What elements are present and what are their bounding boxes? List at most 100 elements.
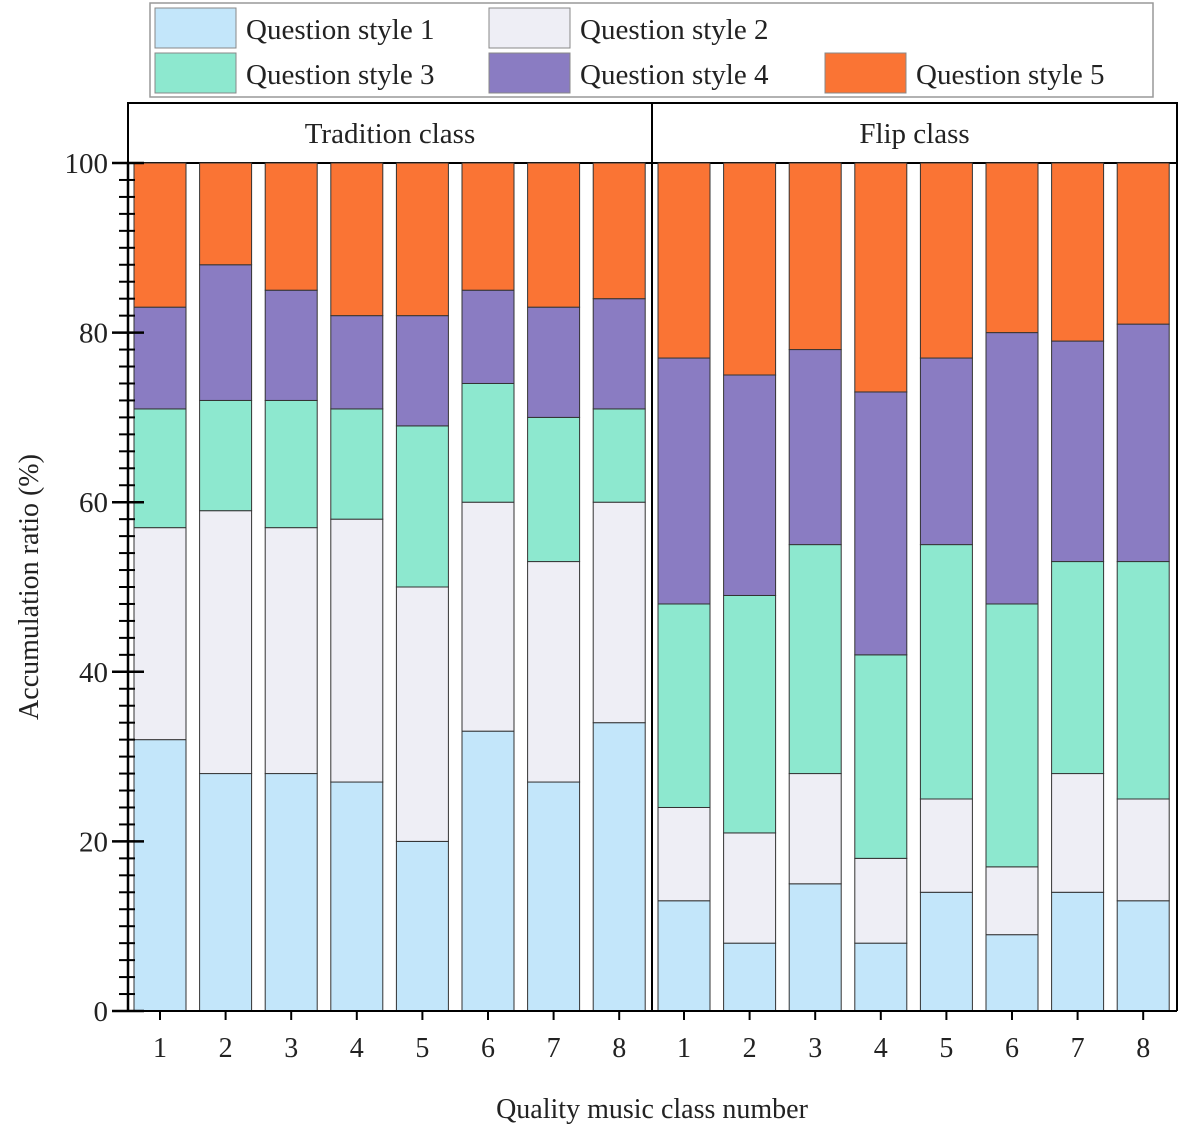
bar-segment	[461, 501, 515, 732]
legend-label: Question style 1	[246, 14, 435, 46]
bar-segment	[133, 408, 187, 529]
bar-segment	[919, 162, 973, 359]
x-tick-label: 6	[481, 1033, 495, 1064]
bar-segment	[1051, 773, 1105, 893]
bar-segment	[985, 866, 1039, 936]
bar-segment	[1116, 798, 1170, 902]
x-tick-label: 5	[415, 1033, 429, 1064]
bar-segment	[199, 162, 253, 266]
bar-segment	[395, 586, 449, 842]
legend-swatch	[488, 7, 571, 49]
legend: Question style 1 Question style 2 Question…	[149, 2, 1154, 98]
bar-segment	[133, 162, 187, 308]
bar-segment	[330, 408, 384, 520]
bar-segment	[1051, 162, 1105, 342]
x-axis-label: Quality music class number	[496, 1094, 809, 1125]
bar-segment	[657, 806, 711, 902]
bar-segment	[657, 162, 711, 359]
panel-title: Tradition class	[305, 118, 476, 150]
bar-segment	[985, 603, 1039, 868]
legend-swatch	[488, 52, 571, 94]
y-tick-label: 40	[79, 657, 108, 689]
bar-segment	[919, 544, 973, 800]
bar-segment	[788, 773, 842, 885]
axes: 0 20 40 60 80 100	[65, 148, 1178, 1028]
bar-segment	[723, 162, 777, 376]
legend-label: Question style 2	[580, 14, 769, 46]
bar-segment	[854, 654, 908, 859]
y-tick-label: 60	[79, 487, 108, 519]
bar-segment	[592, 162, 646, 300]
bar-segment	[395, 315, 449, 427]
x-tick-label: 3	[808, 1033, 822, 1064]
panel-headers: Tradition class Flip class	[127, 102, 1178, 1011]
bar-segment	[854, 391, 908, 656]
x-tick-label: 4	[350, 1033, 364, 1064]
x-tick-label: 2	[219, 1033, 233, 1064]
bar-segment	[1116, 323, 1170, 563]
bar-segment	[788, 349, 842, 546]
panel-title: Flip class	[859, 118, 969, 150]
bar-segment	[527, 416, 581, 563]
x-tick-label: 3	[284, 1033, 298, 1064]
bar-segment	[133, 739, 187, 1012]
bar-segment	[1051, 561, 1105, 775]
x-tick-label: 1	[153, 1033, 167, 1064]
bar-segment	[461, 382, 515, 503]
bar-segment	[264, 162, 318, 291]
bar-segment	[199, 264, 253, 401]
bar-segment	[1116, 900, 1170, 1012]
y-tick-label: 100	[65, 148, 109, 180]
bar-segment	[723, 832, 777, 944]
x-tick-label: 4	[874, 1033, 888, 1064]
bar-segment	[919, 798, 973, 893]
bar-segment	[854, 942, 908, 1012]
y-tick-label: 0	[94, 996, 109, 1028]
bar-segment	[527, 306, 581, 418]
bar-segment	[985, 332, 1039, 605]
bar-segment	[1051, 891, 1105, 1012]
bar-segment	[264, 773, 318, 1012]
bar-segment	[592, 408, 646, 503]
bar-segment	[723, 942, 777, 1012]
bar-segment	[592, 298, 646, 410]
bar-segment	[395, 840, 449, 1012]
bar-segment	[657, 603, 711, 808]
legend-label: Question style 3	[246, 59, 435, 91]
bar-segment	[1116, 162, 1170, 325]
legend-swatch	[154, 52, 237, 94]
x-tick-label: 8	[612, 1033, 626, 1064]
bar-segment	[985, 934, 1039, 1012]
bar-segment	[330, 162, 384, 317]
bar-segment	[527, 561, 581, 783]
x-tick-label: 1	[677, 1033, 691, 1064]
legend-label: Question style 5	[916, 59, 1105, 91]
bar-segment	[330, 781, 384, 1012]
x-tick-label: 7	[547, 1033, 561, 1064]
bar-segment	[461, 162, 515, 291]
bar-segment	[1116, 561, 1170, 800]
legend-swatch	[154, 7, 237, 49]
bar-segment	[527, 781, 581, 1012]
bar-segment	[133, 306, 187, 410]
bar-segment	[461, 730, 515, 1012]
legend-box	[149, 2, 1154, 98]
bar-segment	[264, 527, 318, 775]
bar-segment	[788, 883, 842, 1012]
x-tick-label: 8	[1136, 1033, 1150, 1064]
bar-segment	[1051, 340, 1105, 563]
bar-segment	[264, 289, 318, 401]
bar-segment	[199, 510, 253, 775]
bar-segment	[919, 357, 973, 546]
bars: 1 2 3 4 5 6 7 8 1 2 3 4 5 6 7 8	[133, 162, 1170, 1064]
bar-segment	[395, 162, 449, 317]
y-tick-label: 20	[79, 826, 108, 858]
bar-segment	[199, 399, 253, 512]
bar-segment	[788, 544, 842, 775]
bar-segment	[723, 594, 777, 834]
bar-segment	[330, 315, 384, 410]
x-tick-label: 2	[743, 1033, 757, 1064]
bar-segment	[919, 891, 973, 1012]
bar-segment	[723, 374, 777, 596]
bar-segment	[657, 357, 711, 605]
